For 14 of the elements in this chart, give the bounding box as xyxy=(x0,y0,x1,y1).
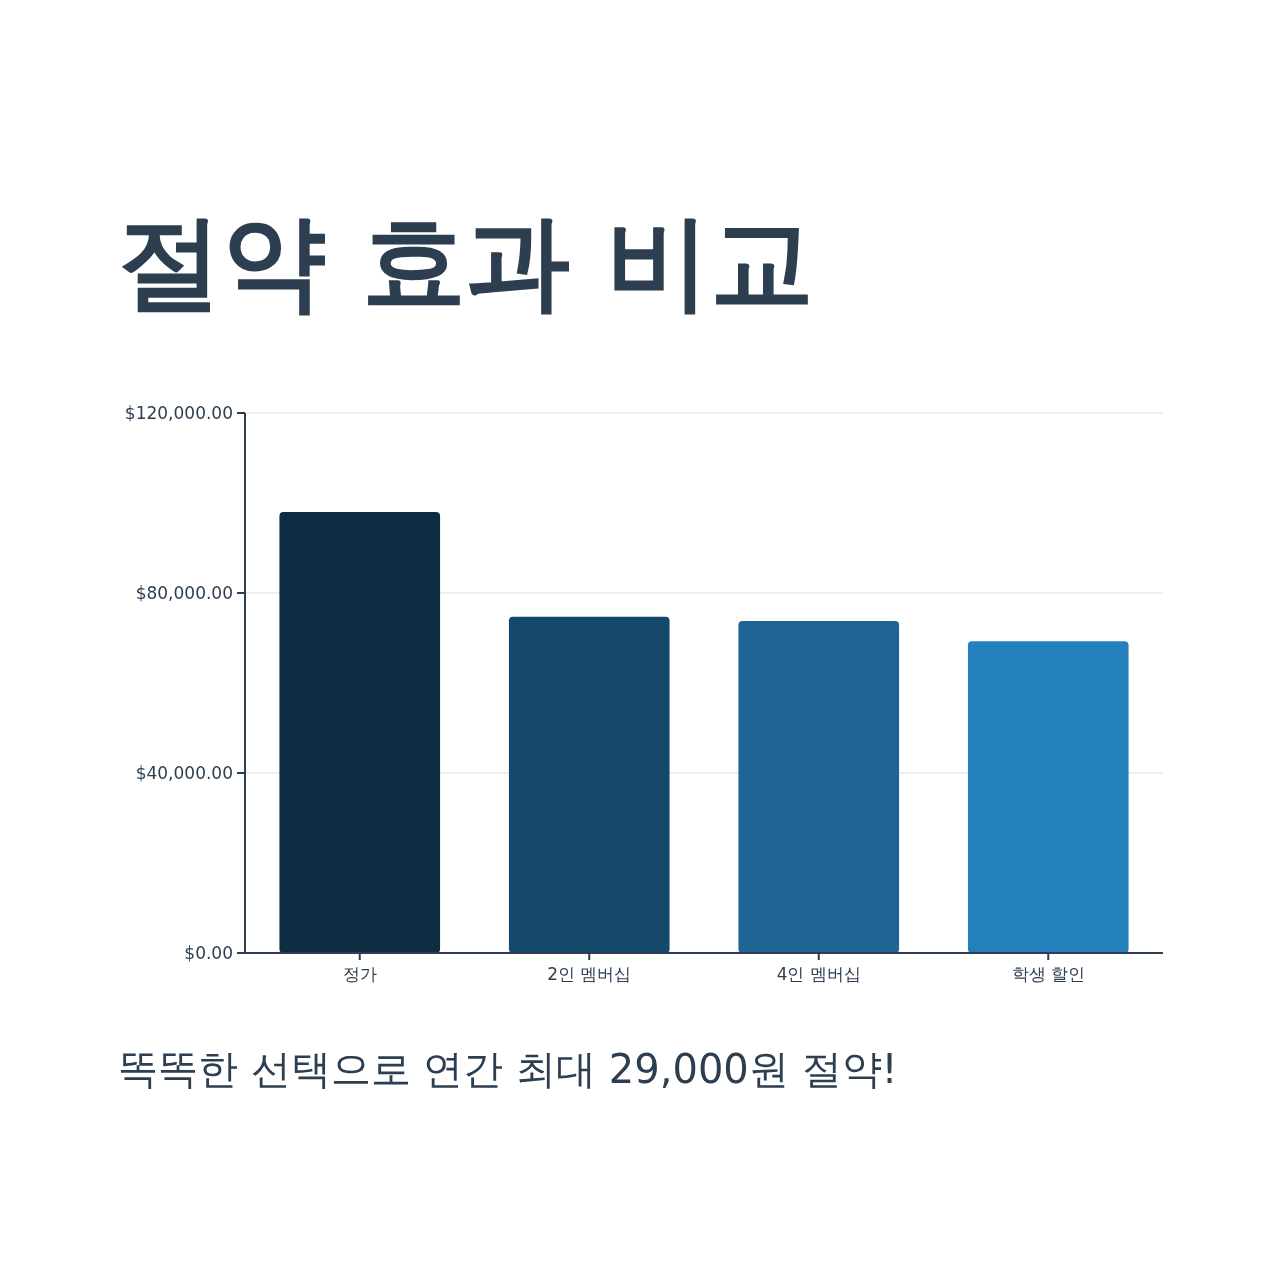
y-tick-label: $80,000.00 xyxy=(135,582,233,603)
x-tick-label: 정가 xyxy=(342,964,377,984)
x-tick-label: 2인 멤버십 xyxy=(547,964,632,984)
bar xyxy=(738,620,900,953)
bar xyxy=(279,512,441,953)
y-tick-label: $40,000.00 xyxy=(135,762,233,783)
x-tick-label: 학생 할인 xyxy=(1011,964,1085,984)
x-tick-label: 4인 멤버십 xyxy=(776,964,861,984)
y-tick-label: $0.00 xyxy=(184,942,233,963)
chart-title: 절약 효과 비교 xyxy=(118,201,815,323)
bar xyxy=(967,641,1129,953)
bar xyxy=(508,616,670,953)
text: 똑똑한 선택으로 연간 최대 29,000원 절약! xyxy=(118,1046,898,1092)
y-tick-label: $120,000.00 xyxy=(124,402,233,423)
